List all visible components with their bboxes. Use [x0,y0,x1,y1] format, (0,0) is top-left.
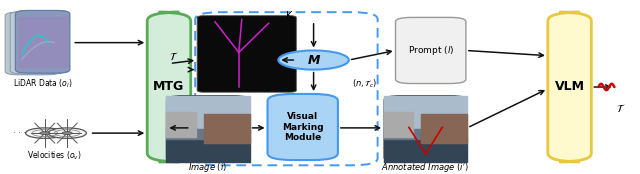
Text: LiDAR Data $\left( o_l \right)$: LiDAR Data $\left( o_l \right)$ [13,77,73,90]
FancyBboxPatch shape [197,16,296,92]
Text: $\mathcal{T}$: $\mathcal{T}$ [170,50,179,62]
FancyBboxPatch shape [384,96,467,162]
FancyBboxPatch shape [548,12,591,162]
FancyBboxPatch shape [15,10,70,73]
FancyBboxPatch shape [5,12,60,75]
Text: $\mathcal{T}$: $\mathcal{T}$ [616,102,625,114]
Text: Visual
Marking
Module: Visual Marking Module [282,112,324,142]
Text: MTG: MTG [154,81,184,93]
Text: Velocities $\left( o_v \right)$: Velocities $\left( o_v \right)$ [27,149,82,162]
Text: Image $\left( i \right)$: Image $\left( i \right)$ [189,161,227,174]
Circle shape [40,132,50,135]
FancyBboxPatch shape [147,12,191,162]
FancyBboxPatch shape [10,11,65,74]
FancyBboxPatch shape [15,10,70,73]
Text: Prompt $(l)$: Prompt $(l)$ [408,44,454,57]
Text: · · ·: · · · [13,129,26,138]
FancyBboxPatch shape [396,17,466,84]
Text: VLM: VLM [555,81,584,93]
Circle shape [26,128,64,138]
FancyBboxPatch shape [268,94,338,160]
Text: $(n, \mathcal{T}_c)$: $(n, \mathcal{T}_c)$ [352,77,377,90]
FancyBboxPatch shape [166,96,250,162]
Circle shape [278,50,349,70]
Text: M: M [307,54,320,66]
Text: Annotated Image $\left( i' \right)$: Annotated Image $\left( i' \right)$ [381,161,470,174]
Circle shape [62,132,72,135]
Circle shape [48,128,86,138]
Text: K: K [286,11,292,21]
